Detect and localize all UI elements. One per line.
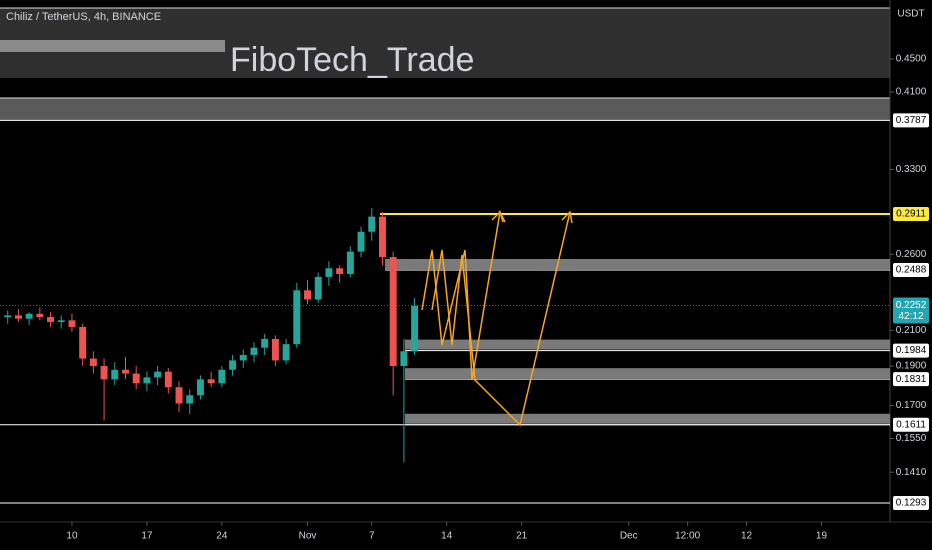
watermark-bar bbox=[0, 40, 225, 52]
x-tick-label: 17 bbox=[141, 531, 153, 542]
level-band bbox=[405, 368, 890, 379]
candle-body bbox=[336, 268, 344, 275]
candle-body bbox=[293, 290, 301, 345]
candle-body bbox=[57, 320, 65, 322]
level-label-box bbox=[893, 417, 929, 432]
candle-body bbox=[368, 216, 376, 232]
level-label-box bbox=[893, 496, 929, 511]
y-tick-label: 0.4100 bbox=[896, 87, 927, 98]
candle-body bbox=[261, 338, 269, 348]
y-tick-label: 0.2600 bbox=[896, 249, 927, 260]
level-label-box bbox=[893, 372, 929, 387]
candle-body bbox=[154, 371, 162, 378]
x-tick-label: 24 bbox=[216, 531, 228, 542]
candle-body bbox=[400, 351, 408, 366]
candle-body bbox=[229, 360, 237, 370]
candle-body bbox=[196, 379, 204, 396]
countdown-label: 42:12 bbox=[898, 311, 923, 322]
candle-body bbox=[14, 315, 22, 319]
x-tick-label: Dec bbox=[620, 531, 638, 542]
candle-body bbox=[100, 365, 108, 380]
candle-body bbox=[122, 369, 129, 374]
watermark: FiboTech_Trade bbox=[230, 41, 474, 79]
level-label-box bbox=[893, 207, 929, 222]
y-tick-label: 0.4500 bbox=[896, 54, 927, 65]
resistance-zone bbox=[0, 98, 890, 120]
level-label: 0.1831 bbox=[896, 374, 927, 385]
candle-body bbox=[79, 326, 87, 359]
level-label-box bbox=[893, 262, 929, 277]
candle-body bbox=[304, 290, 311, 300]
chart-title: Chiliz / TetherUS, 4h, BINANCE bbox=[6, 11, 161, 23]
candle-body bbox=[25, 313, 33, 319]
candle-body bbox=[346, 251, 354, 275]
plot bbox=[0, 119, 890, 504]
candle-body bbox=[411, 305, 419, 352]
x-tick-label: 7 bbox=[369, 531, 375, 542]
level-label: 0.1611 bbox=[896, 419, 926, 430]
x-tick-label: Nov bbox=[299, 531, 317, 542]
candle-body bbox=[47, 317, 55, 322]
x-tick-label: 14 bbox=[441, 531, 453, 542]
candle-body bbox=[207, 379, 215, 384]
currency: USDT bbox=[897, 9, 924, 20]
y-tick-label: 0.1700 bbox=[896, 400, 927, 411]
projection-arrow bbox=[491, 210, 504, 223]
x-tick-label: 21 bbox=[516, 531, 528, 542]
level-label: 0.3787 bbox=[896, 115, 927, 126]
candle-body bbox=[4, 315, 12, 318]
projection-path bbox=[431, 211, 571, 427]
x-tick-label: 12:00 bbox=[675, 531, 700, 542]
candle-body bbox=[378, 216, 386, 258]
last-price-label: 0.2252 bbox=[896, 300, 927, 311]
last-price-box bbox=[893, 297, 929, 324]
candle-body bbox=[271, 338, 279, 361]
candle-body bbox=[143, 377, 151, 384]
x-tick-label: 12 bbox=[741, 531, 753, 542]
candle-body bbox=[357, 231, 365, 252]
level-band bbox=[385, 258, 890, 269]
level-label: 0.2488 bbox=[896, 265, 927, 276]
level-label: 0.1293 bbox=[896, 498, 927, 509]
level-label: 0.1984 bbox=[896, 345, 927, 356]
candle-body bbox=[325, 268, 333, 277]
level-label-box bbox=[893, 343, 929, 358]
y-tick-label: 0.3300 bbox=[896, 164, 927, 175]
candle-body bbox=[218, 369, 226, 384]
candle-body bbox=[164, 371, 172, 388]
level-band bbox=[405, 339, 890, 350]
candle-body bbox=[250, 347, 258, 355]
candle-body bbox=[239, 354, 247, 361]
level-band bbox=[405, 413, 890, 424]
y-tick-label: 0.2100 bbox=[896, 325, 927, 336]
level-label: 0.2911 bbox=[896, 209, 926, 220]
candle-body bbox=[314, 276, 322, 300]
candle-body bbox=[186, 395, 194, 404]
candle-body bbox=[36, 313, 44, 318]
candle-body bbox=[68, 320, 76, 327]
level-label-box bbox=[893, 113, 929, 128]
y-tick-label: 0.1410 bbox=[896, 467, 927, 478]
x-tick-label: 10 bbox=[66, 531, 78, 542]
y-tick-label: 0.1550 bbox=[896, 433, 927, 444]
candle-body bbox=[111, 369, 119, 380]
y-tick-label: 0.1900 bbox=[896, 361, 927, 372]
projection-arrow bbox=[561, 210, 573, 224]
candle-body bbox=[389, 257, 397, 366]
x-tick-label: 19 bbox=[816, 531, 828, 542]
candle-body bbox=[175, 387, 183, 404]
candle-body bbox=[282, 344, 290, 361]
candle-body bbox=[89, 358, 97, 366]
candle-body bbox=[132, 373, 140, 384]
